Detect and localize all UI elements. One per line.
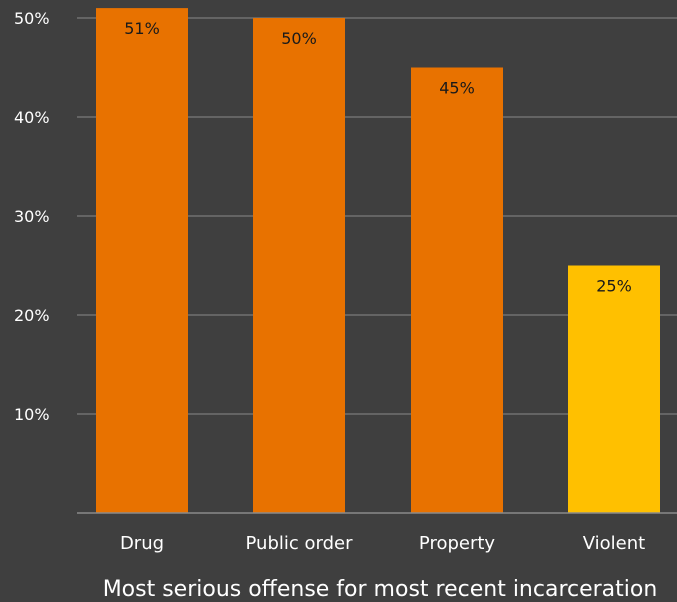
x-tick-label: Property: [419, 533, 496, 554]
y-tick-label: 30%: [14, 207, 50, 226]
x-axis-title: Most serious offense for most recent inc…: [103, 577, 658, 602]
x-tick-label: Violent: [583, 533, 645, 554]
data-label: 25%: [596, 277, 632, 296]
bars: 51% 50% 45% 25%: [96, 8, 660, 513]
bar-violent: [568, 265, 660, 513]
y-tick-label: 50%: [14, 9, 50, 28]
data-label: 45%: [439, 79, 475, 98]
y-tick-label: 40%: [14, 108, 50, 127]
bar-public-order: [253, 18, 345, 513]
data-label: 51%: [124, 19, 160, 38]
bar-drug: [96, 8, 188, 513]
y-tick-label: 20%: [14, 306, 50, 325]
x-tick-label: Drug: [120, 533, 164, 554]
x-tick-label: Public order: [246, 533, 354, 554]
bar-property: [411, 67, 503, 513]
y-tick-label: 10%: [14, 405, 50, 424]
axes: 10% 20% 30% 40% 50% Drug Public order Property V…: [14, 9, 677, 554]
data-label: 50%: [281, 29, 317, 48]
